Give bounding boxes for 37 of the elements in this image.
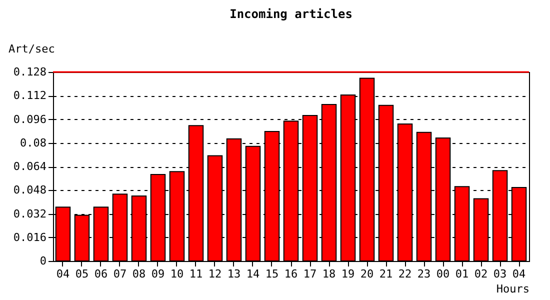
- y-tick-label: 0.016: [13, 230, 46, 244]
- x-tick-label: 05: [75, 268, 89, 280]
- y-tick-label: 0.08: [20, 136, 46, 150]
- x-tick-label: 17: [303, 268, 317, 280]
- x-tick-label: 04: [512, 268, 526, 280]
- y-tick-label: 0.096: [13, 112, 46, 126]
- y-axis-title: Art/sec: [8, 42, 55, 56]
- y-tick-label: 0: [40, 254, 46, 268]
- x-tick-label: 15: [265, 268, 279, 280]
- x-tick-label: 20: [360, 268, 374, 280]
- x-tick-label: 14: [246, 268, 260, 280]
- x-tick-label: 08: [132, 268, 146, 280]
- x-tick-label: 16: [284, 268, 298, 280]
- x-tick-label: 10: [170, 268, 184, 280]
- x-axis-title: Hours: [496, 282, 530, 296]
- x-tick-label: 13: [227, 268, 241, 280]
- x-tick-label: 18: [322, 268, 336, 280]
- y-tick-label: 0.048: [13, 184, 46, 197]
- x-tick-label: 03: [493, 268, 507, 280]
- x-tick-label: 22: [398, 268, 412, 280]
- x-tick-label: 23: [417, 268, 431, 280]
- x-tick-label: 09: [151, 268, 165, 280]
- x-tick-label: 02: [474, 268, 488, 280]
- y-tick-label: 0.128: [13, 66, 46, 78]
- x-tick-label: 00: [436, 268, 450, 280]
- x-tick-label: 07: [113, 268, 127, 280]
- x-tick-label: 21: [379, 268, 393, 280]
- chart-title: Incoming articles: [230, 7, 352, 21]
- x-tick-label: 19: [341, 268, 355, 280]
- y-tick-label: 0.032: [13, 207, 46, 220]
- x-tick-label: 11: [189, 268, 203, 280]
- x-tick-label: 06: [94, 268, 108, 280]
- x-tick-label: 04: [56, 268, 70, 280]
- y-tick-label: 0.112: [13, 89, 46, 102]
- y-tick-label: 0.064: [13, 160, 47, 173]
- x-tick-label: 01: [455, 268, 469, 280]
- x-tick-label: 12: [208, 268, 222, 280]
